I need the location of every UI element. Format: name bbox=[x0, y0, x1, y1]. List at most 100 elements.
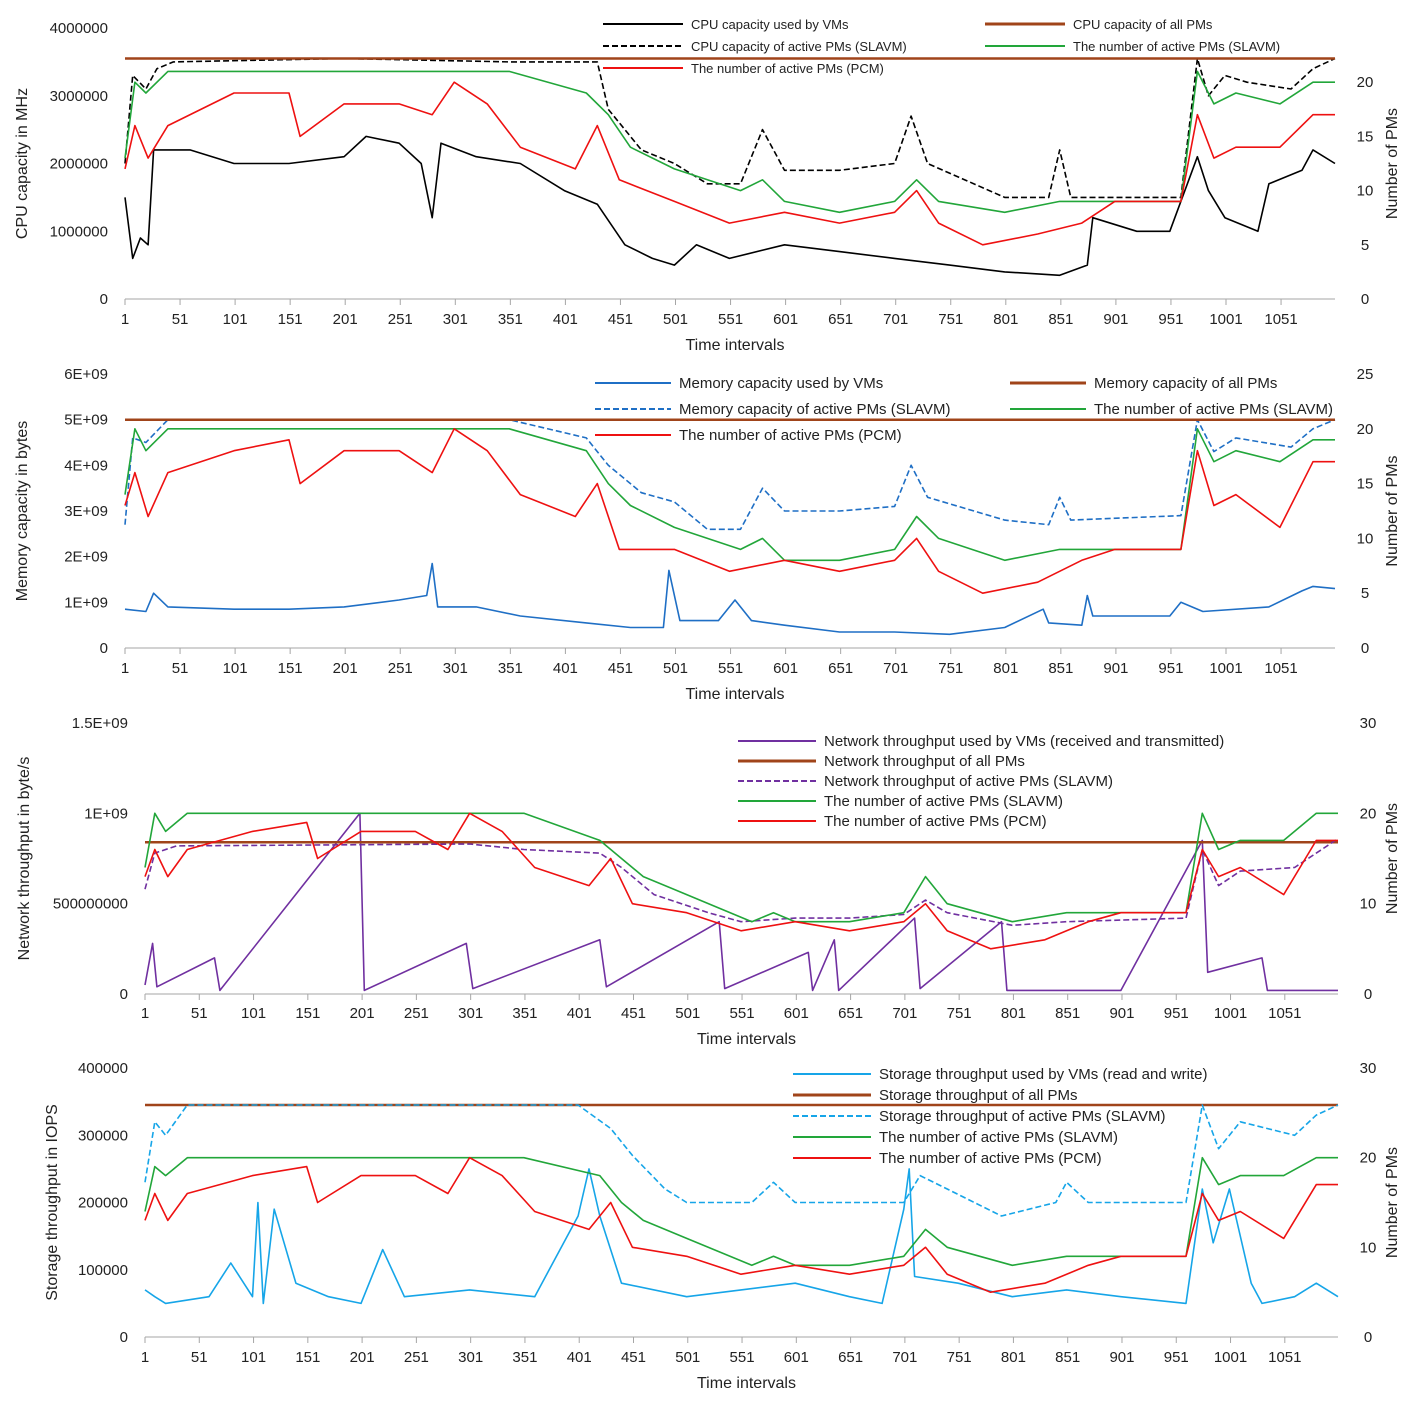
x-tick-label: 501 bbox=[675, 1005, 700, 1022]
legend-label: The number of active PMs (SLAVM) bbox=[1094, 401, 1333, 418]
x-axis-title: Time intervals bbox=[686, 337, 785, 354]
chart-panel-4: 1 51 101 151 201 251 301 351 401 451 501 551 601 651 7… bbox=[44, 1060, 1401, 1392]
x-tick-label: 301 bbox=[458, 1005, 483, 1022]
y2-axis-title: Number of PMs bbox=[1384, 803, 1401, 914]
y-tick-label: 500000000 bbox=[53, 896, 128, 913]
y-tick-label: 3000000 bbox=[50, 88, 108, 105]
legend: Network throughput used by VMs (received… bbox=[738, 733, 1224, 830]
x-tick-label: 151 bbox=[295, 1005, 320, 1022]
x-tick-label: 351 bbox=[498, 311, 523, 328]
series-line-1 bbox=[124, 562, 1336, 636]
x-tick-label: 951 bbox=[1164, 1005, 1189, 1022]
series-line-5 bbox=[124, 81, 1335, 246]
y-axis-title: Storage throughput in IOPS bbox=[44, 1104, 61, 1301]
legend-label: Memory capacity used by VMs bbox=[679, 375, 883, 392]
chart-panel-3: 1 51 101 151 201 251 301 351 401 451 501 551 601 651 7… bbox=[16, 715, 1401, 1048]
y2-tick-label: 5 bbox=[1361, 237, 1369, 254]
series-line-4 bbox=[144, 1156, 1338, 1267]
y2-tick-label: 20 bbox=[1357, 421, 1374, 438]
x-tick-label: 501 bbox=[663, 660, 688, 677]
x-tick-label: 1051 bbox=[1264, 660, 1297, 677]
x-tick-label: 1001 bbox=[1209, 660, 1242, 677]
y-tick-labels: 4000000 3000000 2000000 1000000 0 bbox=[50, 20, 108, 308]
x-tick-label: 1051 bbox=[1264, 311, 1297, 328]
x-tick-label: 551 bbox=[718, 660, 743, 677]
series-line-5 bbox=[124, 427, 1335, 595]
y-tick-label: 400000 bbox=[78, 1060, 128, 1077]
x-tick-label: 301 bbox=[458, 1349, 483, 1366]
y-axis-title: CPU capacity in MHz bbox=[14, 88, 31, 239]
y-tick-label: 4000000 bbox=[50, 20, 108, 37]
x-tick-label: 201 bbox=[350, 1005, 375, 1022]
y-tick-labels: 6E+09 5E+09 4E+09 3E+09 2E+09 1E+09 0 bbox=[64, 366, 108, 657]
legend-label: The number of active PMs (PCM) bbox=[879, 1150, 1102, 1167]
series-line-5 bbox=[144, 1156, 1338, 1293]
y2-tick-label: 0 bbox=[1361, 640, 1369, 657]
legend-label: CPU capacity used by VMs bbox=[691, 17, 849, 32]
x-tick-label: 751 bbox=[947, 1349, 972, 1366]
legend-label: Storage throughput of all PMs bbox=[879, 1087, 1077, 1104]
x-tick-label: 201 bbox=[333, 660, 358, 677]
x-tick-label: 1 bbox=[121, 660, 129, 677]
legend-label: The number of active PMs (SLAVM) bbox=[1073, 39, 1280, 54]
x-tick-labels: 1 51 101 151 201 251 301 351 401 451 501 551 601 651 7… bbox=[141, 1005, 1302, 1022]
y2-tick-labels: 25 20 15 10 5 0 bbox=[1357, 366, 1374, 657]
legend-label: Storage throughput of active PMs (SLAVM) bbox=[879, 1108, 1166, 1125]
y2-tick-label: 20 bbox=[1360, 805, 1377, 822]
legend-label: The number of active PMs (PCM) bbox=[679, 427, 902, 444]
x-tick-label: 401 bbox=[567, 1349, 592, 1366]
x-tick-label: 801 bbox=[993, 660, 1018, 677]
y-tick-label: 0 bbox=[120, 1329, 128, 1346]
x-tick-label: 551 bbox=[718, 311, 743, 328]
y2-tick-labels: 30 20 10 0 bbox=[1360, 715, 1377, 1003]
x-tick-labels: 1 51 101 151 201 251 301 351 401 451 501 551 601 651 7… bbox=[141, 1349, 1302, 1366]
x-tick-label: 101 bbox=[223, 311, 248, 328]
chart-panel-1: 1 51 101 151 201 251 301 351 401 451 501 551 601 651 7… bbox=[14, 17, 1401, 354]
y-tick-label: 0 bbox=[120, 986, 128, 1003]
series-lines bbox=[144, 812, 1339, 992]
y-tick-label: 200000 bbox=[78, 1195, 128, 1212]
y-tick-label: 2000000 bbox=[50, 156, 108, 173]
x-axis-title: Time intervals bbox=[686, 686, 785, 703]
y2-tick-label: 0 bbox=[1364, 986, 1372, 1003]
x-tick-label: 51 bbox=[191, 1349, 208, 1366]
x-tick-label: 151 bbox=[295, 1349, 320, 1366]
x-tick-label: 51 bbox=[172, 311, 189, 328]
x-tick-label: 901 bbox=[1103, 660, 1128, 677]
y-axis-title: Memory capacity in bytes bbox=[14, 421, 31, 602]
x-tick-labels: 1 51 101 151 201 251 301 351 401 451 501 551 601 651 7… bbox=[121, 311, 1298, 328]
legend-label: Memory capacity of active PMs (SLAVM) bbox=[679, 401, 950, 418]
x-axis-title: Time intervals bbox=[697, 1375, 796, 1392]
x-tick-label: 951 bbox=[1158, 311, 1183, 328]
x-tick-label: 901 bbox=[1109, 1005, 1134, 1022]
y2-tick-label: 0 bbox=[1364, 1329, 1372, 1346]
x-tick-label: 851 bbox=[1048, 311, 1073, 328]
x-tick-label: 651 bbox=[828, 660, 853, 677]
x-tick-label: 401 bbox=[553, 311, 578, 328]
y-tick-label: 4E+09 bbox=[64, 457, 108, 474]
series-line-3 bbox=[144, 837, 1339, 927]
x-tick-label: 501 bbox=[663, 311, 688, 328]
x-tick-label: 151 bbox=[278, 660, 303, 677]
x-tick-label: 51 bbox=[172, 660, 189, 677]
x-tick-label: 301 bbox=[443, 660, 468, 677]
y-tick-label: 5E+09 bbox=[64, 412, 108, 429]
y2-tick-label: 15 bbox=[1357, 476, 1374, 493]
x-tick-label: 701 bbox=[883, 660, 908, 677]
x-tick-label: 251 bbox=[404, 1349, 429, 1366]
x-tick-label: 651 bbox=[828, 311, 853, 328]
x-tick-label: 101 bbox=[223, 660, 248, 677]
x-tick-label: 451 bbox=[608, 660, 633, 677]
y2-tick-label: 0 bbox=[1361, 291, 1369, 308]
x-tick-label: 951 bbox=[1164, 1349, 1189, 1366]
x-tick-label: 851 bbox=[1055, 1005, 1080, 1022]
legend-label: CPU capacity of active PMs (SLAVM) bbox=[691, 39, 907, 54]
legend-label: Memory capacity of all PMs bbox=[1094, 375, 1277, 392]
y2-tick-labels: 20 15 10 5 0 bbox=[1357, 74, 1374, 308]
x-tick-label: 651 bbox=[838, 1005, 863, 1022]
x-tick-label: 451 bbox=[621, 1349, 646, 1366]
series-line-4 bbox=[124, 427, 1335, 562]
y-tick-labels: 1.5E+09 1E+09 500000000 0 bbox=[53, 715, 128, 1003]
y2-axis-title: Number of PMs bbox=[1384, 455, 1401, 566]
